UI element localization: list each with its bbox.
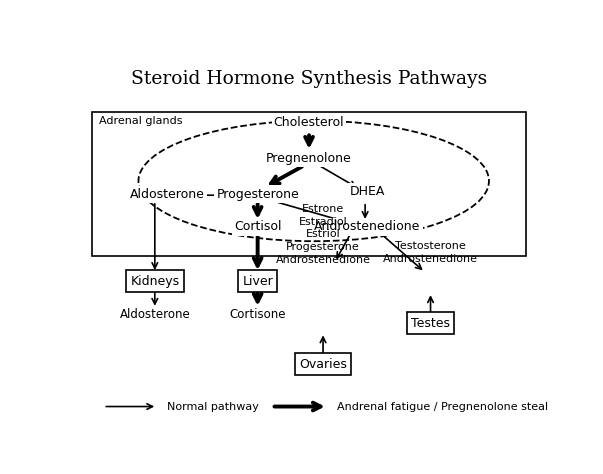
Text: Pregnenolone: Pregnenolone xyxy=(266,152,352,165)
Text: Steroid Hormone Synthesis Pathways: Steroid Hormone Synthesis Pathways xyxy=(131,70,487,88)
Text: Androstenedione: Androstenedione xyxy=(314,220,421,234)
Text: Kidneys: Kidneys xyxy=(130,275,179,288)
Text: Cholesterol: Cholesterol xyxy=(274,116,344,129)
Text: Andrenal fatigue / Pregnenolone steal: Andrenal fatigue / Pregnenolone steal xyxy=(337,401,548,411)
Text: Ovaries: Ovaries xyxy=(299,358,347,371)
Text: Progesterone: Progesterone xyxy=(216,188,299,201)
Text: Testes: Testes xyxy=(411,317,450,330)
Text: Testosterone
Androstenedione: Testosterone Androstenedione xyxy=(383,241,478,264)
Text: Normal pathway: Normal pathway xyxy=(166,401,258,411)
FancyBboxPatch shape xyxy=(92,111,526,256)
Text: DHEA: DHEA xyxy=(350,185,385,199)
Text: Adrenal glands: Adrenal glands xyxy=(99,116,182,126)
Text: Estrone
Estradiol
Estriol
Progesterone
Androstenedione: Estrone Estradiol Estriol Progesterone A… xyxy=(276,204,371,265)
Text: Cortisol: Cortisol xyxy=(234,220,282,234)
Text: Liver: Liver xyxy=(242,275,273,288)
Text: Aldosterone: Aldosterone xyxy=(119,308,190,321)
Text: Cortisone: Cortisone xyxy=(229,308,286,321)
Text: Aldosterone: Aldosterone xyxy=(130,188,205,201)
